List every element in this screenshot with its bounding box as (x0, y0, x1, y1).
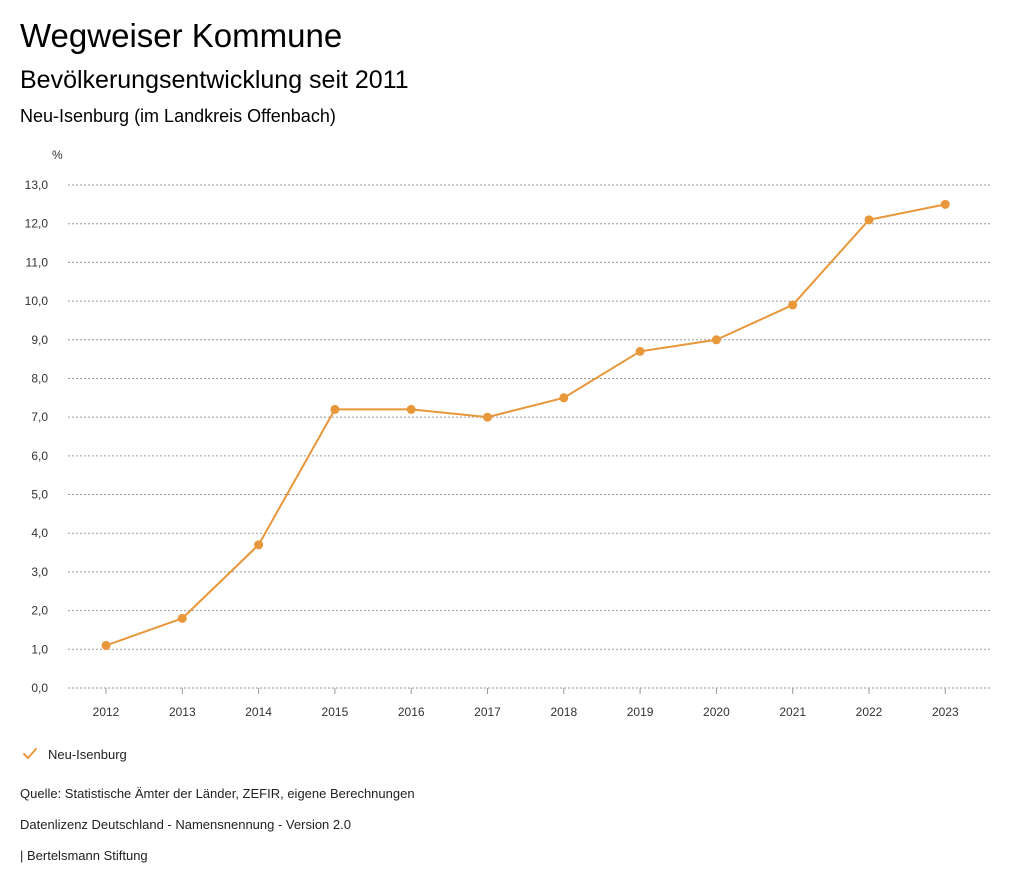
legend-label: Neu-Isenburg (48, 746, 127, 762)
x-tick-label: 2021 (779, 705, 806, 719)
source-note: Quelle: Statistische Ämter der Länder, Z… (20, 786, 415, 801)
data-point (483, 412, 492, 422)
data-point (864, 215, 874, 225)
x-tick-label: 2020 (703, 705, 730, 719)
y-tick-label: 11,0 (26, 255, 49, 269)
y-tick-label: 12,0 (25, 217, 49, 231)
data-point (330, 404, 340, 414)
series-neu-isenburg (101, 199, 950, 650)
data-point (254, 540, 264, 550)
data-point (788, 300, 798, 310)
x-tick-label: 2022 (856, 705, 883, 719)
x-tick-label: 2023 (932, 705, 959, 719)
x-tick-label: 2015 (322, 705, 349, 719)
x-tick-label: 2019 (627, 705, 654, 719)
y-tick-label: 2,0 (31, 604, 48, 618)
chart-subtitle: Bevölkerungsentwicklung seit 2011 (20, 66, 409, 94)
data-point (711, 335, 721, 345)
x-tick-label: 2012 (93, 705, 120, 719)
credit-note: | Bertelsmann Stiftung (20, 848, 148, 863)
data-point (635, 346, 645, 356)
page-title: Wegweiser Kommune (20, 17, 343, 54)
line-chart: % 0,0 1,0 2,0 3,0 4,0 5,0 6,0 7,0 8,0 9,0 10,0 11,0 1… (25, 148, 990, 719)
x-tick-label: 2017 (474, 705, 501, 719)
y-tick-label: 1,0 (31, 642, 48, 656)
data-point (101, 640, 111, 650)
y-tick-label: 13,0 (25, 178, 49, 192)
region-label: Neu-Isenburg (im Landkreis Offenbach) (20, 106, 336, 126)
x-tick-label: 2014 (245, 705, 272, 719)
y-tick-label: 9,0 (31, 333, 48, 347)
x-tick-label: 2018 (550, 705, 577, 719)
y-axis-unit: % (52, 148, 63, 162)
series-line (105, 203, 946, 647)
axes: % 0,0 1,0 2,0 3,0 4,0 5,0 6,0 7,0 8,0 9,0 10,0 11,0 1… (25, 148, 959, 719)
y-tick-label: 0,0 (31, 681, 48, 695)
y-tick-label: 6,0 (31, 449, 48, 463)
data-point (940, 199, 950, 209)
license-note: Datenlizenz Deutschland - Namensnennung … (20, 817, 351, 832)
y-tick-label: 7,0 (31, 410, 48, 424)
data-point (406, 404, 416, 414)
y-tick-label: 8,0 (31, 371, 48, 385)
y-tick-label: 3,0 (31, 565, 48, 579)
legend-item-neu-isenburg[interactable]: Neu-Isenburg (22, 744, 127, 764)
data-point (177, 613, 187, 623)
x-tick-label: 2016 (398, 705, 425, 719)
x-tick-label: 2013 (169, 705, 196, 719)
y-tick-label: 4,0 (31, 526, 48, 540)
data-point (559, 393, 569, 403)
checkmark-icon (23, 748, 37, 759)
y-tick-label: 5,0 (31, 488, 48, 502)
grid-lines (68, 184, 990, 689)
y-tick-label: 10,0 (25, 294, 49, 308)
